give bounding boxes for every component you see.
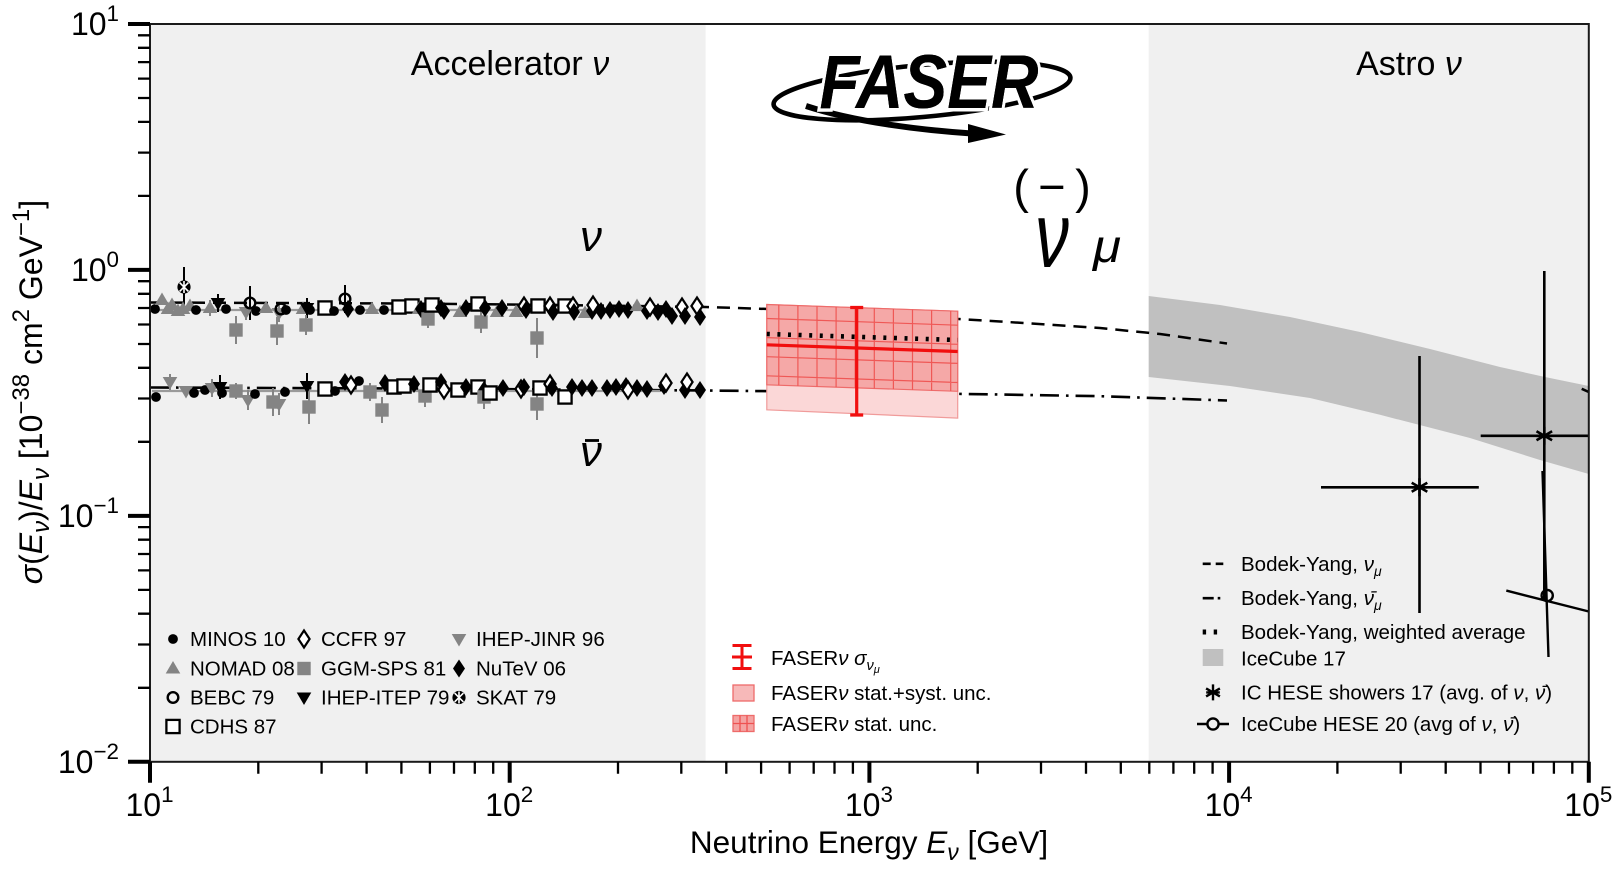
svg-text:Neutrino Energy Eν [GeV]: Neutrino Energy Eν [GeV] [690, 824, 1048, 865]
svg-text:IC HESE showers 17 (avg. of ν,: IC HESE showers 17 (avg. of ν, ν̄) [1241, 681, 1552, 704]
svg-text:NuTeV 06: NuTeV 06 [476, 658, 566, 681]
svg-text:ν: ν [1035, 185, 1069, 287]
svg-text:NOMAD 08: NOMAD 08 [190, 658, 295, 681]
svg-text:Bodek-Yang, weighted average: Bodek-Yang, weighted average [1241, 621, 1526, 644]
svg-text:10−1: 10−1 [58, 493, 119, 534]
svg-text:FASERν stat. unc.: FASERν stat. unc. [771, 713, 937, 736]
svg-text:SKAT 79: SKAT 79 [476, 687, 556, 710]
svg-text:FASER: FASER [820, 40, 1039, 125]
svg-text:( − ): ( − ) [1013, 160, 1091, 213]
svg-text:BEBC 79: BEBC 79 [190, 687, 274, 710]
svg-text:10−2: 10−2 [58, 739, 119, 780]
svg-text:Accelerator ν: Accelerator ν [411, 45, 609, 83]
svg-text:104: 104 [1205, 782, 1253, 823]
svg-text:CCFR 97: CCFR 97 [321, 628, 406, 651]
svg-text:IHEP-JINR 96: IHEP-JINR 96 [476, 628, 605, 651]
svg-text:ν: ν [580, 427, 602, 476]
svg-text:ν: ν [580, 212, 602, 261]
svg-text:Astro ν: Astro ν [1356, 45, 1462, 83]
svg-text:CDHS 87: CDHS 87 [190, 716, 277, 739]
svg-text:IceCube 17: IceCube 17 [1241, 647, 1346, 670]
svg-text:FASER: FASER [820, 40, 1039, 125]
svg-text:IHEP-ITEP 79: IHEP-ITEP 79 [321, 687, 449, 710]
svg-text:FASERν stat.+syst. unc.: FASERν stat.+syst. unc. [771, 682, 991, 705]
svg-text:MINOS 10: MINOS 10 [190, 628, 286, 651]
svg-text:Bodek-Yang, νμ: Bodek-Yang, νμ [1241, 553, 1382, 579]
svg-text:μ: μ [1092, 220, 1121, 272]
svg-text:IceCube HESE 20 (avg of ν, ν̄: IceCube HESE 20 (avg of ν, ν̄) [1241, 713, 1520, 736]
svg-text:GGM-SPS 81: GGM-SPS 81 [321, 658, 446, 681]
svg-text:102: 102 [485, 782, 533, 823]
svg-text:Bodek-Yang, ν̄μ: Bodek-Yang, ν̄μ [1241, 587, 1382, 613]
